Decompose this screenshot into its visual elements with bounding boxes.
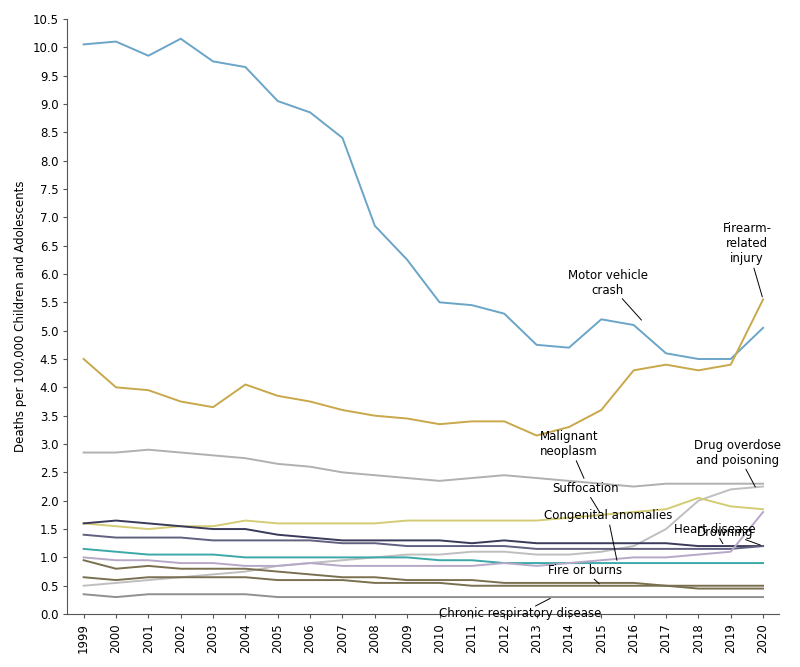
Text: Drug overdose
and poisoning: Drug overdose and poisoning (694, 439, 781, 487)
Text: Fire or burns: Fire or burns (548, 564, 622, 584)
Text: Drowning: Drowning (697, 526, 761, 545)
Text: Motor vehicle
crash: Motor vehicle crash (568, 269, 648, 320)
Text: Heart disease: Heart disease (674, 523, 755, 544)
Text: Malignant
neoplasm: Malignant neoplasm (540, 430, 598, 478)
Y-axis label: Deaths per 100,000 Children and Adolescents: Deaths per 100,000 Children and Adolesce… (14, 181, 27, 452)
Text: Congenital anomalies: Congenital anomalies (543, 509, 672, 560)
Text: Firearm-
related
injury: Firearm- related injury (722, 223, 771, 297)
Text: Chronic respiratory disease: Chronic respiratory disease (439, 598, 602, 620)
Text: Suffocation: Suffocation (552, 482, 618, 512)
